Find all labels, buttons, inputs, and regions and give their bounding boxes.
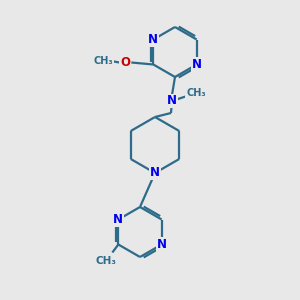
Text: CH₃: CH₃ [94,56,113,65]
Text: N: N [113,213,123,226]
Text: methoxy: methoxy [100,56,107,57]
Text: N: N [167,94,177,107]
Text: CH₃: CH₃ [186,88,206,98]
Text: N: N [157,238,167,251]
Text: O: O [120,56,130,69]
Text: N: N [192,58,202,71]
Text: methoxy: methoxy [98,59,104,60]
Text: N: N [150,167,160,179]
Text: CH₃: CH₃ [96,256,117,266]
Text: N: N [148,33,158,46]
